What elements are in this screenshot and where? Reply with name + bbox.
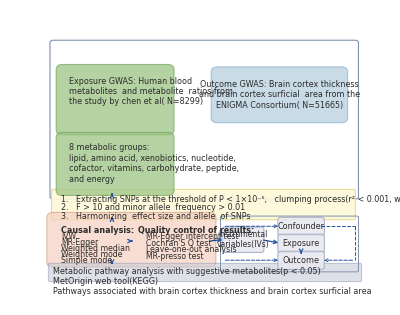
Text: 3.   Harmonizing  effect size and allele  of SNPs: 3. Harmonizing effect size and allele of… xyxy=(61,212,250,221)
Text: Weighted median: Weighted median xyxy=(61,244,130,253)
FancyBboxPatch shape xyxy=(278,217,324,236)
Text: 8 metabolic groups:
lipid, amino acid, xenobiotics, nucleotide,
cofactor, vitami: 8 metabolic groups: lipid, amino acid, x… xyxy=(69,143,238,184)
Text: MR-Egger intercept test: MR-Egger intercept test xyxy=(146,232,239,241)
Text: Instrumental
variables(IVs): Instrumental variables(IVs) xyxy=(217,230,269,249)
Text: 1.   Extracting SNPs at the threshold of P < 1×10⁻⁵,   clumping process(r² < 0.0: 1. Extracting SNPs at the threshold of P… xyxy=(61,195,400,204)
FancyBboxPatch shape xyxy=(56,132,174,195)
FancyBboxPatch shape xyxy=(56,65,174,135)
Text: MR-Egger: MR-Egger xyxy=(61,238,98,247)
FancyBboxPatch shape xyxy=(278,234,324,252)
Text: Exposure GWAS: Human blood
metabolites  and metabolite  ratios from
the study by: Exposure GWAS: Human blood metabolites a… xyxy=(69,77,233,106)
Text: Metabolic pathway analysis with suggestive metabolites(p < 0.05)
MetOrigin web t: Metabolic pathway analysis with suggesti… xyxy=(53,266,372,296)
Text: Leave-one-out analysis: Leave-one-out analysis xyxy=(146,245,237,255)
Text: Cochran'S Q test: Cochran'S Q test xyxy=(146,239,212,248)
Text: Simple mode: Simple mode xyxy=(61,256,112,265)
Text: IVW: IVW xyxy=(61,232,76,241)
Text: Outcome: Outcome xyxy=(282,256,320,265)
Text: Exposure: Exposure xyxy=(282,239,320,248)
FancyBboxPatch shape xyxy=(222,227,264,252)
Text: Quality control of results:: Quality control of results: xyxy=(138,226,255,235)
Text: 2.   F > 10 and minor allele  frequency > 0.01: 2. F > 10 and minor allele frequency > 0… xyxy=(61,203,245,212)
Text: Causal analysis:: Causal analysis: xyxy=(61,226,134,235)
FancyBboxPatch shape xyxy=(48,263,362,282)
FancyBboxPatch shape xyxy=(278,251,324,269)
Text: Outcome GWAS: Brain cortex thickness
and brain cortex surficial  area from the
E: Outcome GWAS: Brain cortex thickness and… xyxy=(199,80,360,110)
FancyBboxPatch shape xyxy=(47,212,216,267)
Text: Confounder: Confounder xyxy=(278,222,325,231)
Text: Weighted mode: Weighted mode xyxy=(61,250,122,259)
FancyBboxPatch shape xyxy=(52,189,355,220)
Text: MR-presso test: MR-presso test xyxy=(146,252,204,261)
FancyBboxPatch shape xyxy=(211,67,348,123)
